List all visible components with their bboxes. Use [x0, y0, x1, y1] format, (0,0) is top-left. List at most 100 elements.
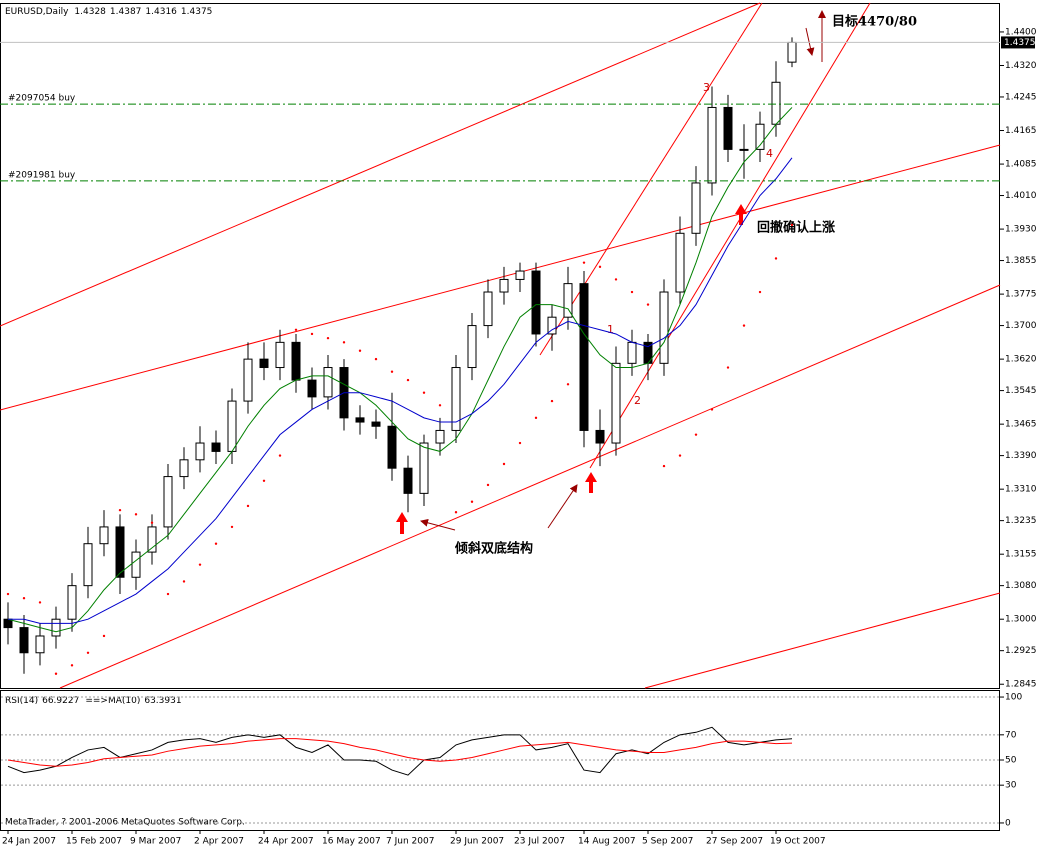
signal-arrows	[396, 204, 747, 534]
candle-body	[227, 400, 237, 452]
sar-dot	[102, 634, 106, 638]
symbol: EURUSD,Daily	[5, 7, 69, 17]
sar-dot	[6, 592, 10, 596]
candle-body	[723, 106, 733, 150]
candle-body	[435, 429, 445, 444]
sar-dot	[326, 336, 330, 340]
y-tick-label: 1.3545	[1005, 386, 1037, 396]
sar-dot	[406, 378, 410, 382]
x-tick-label: 2 Apr 2007	[194, 837, 244, 847]
sar-dot	[262, 479, 266, 482]
price-box	[1001, 36, 1035, 49]
candle-body	[387, 425, 397, 469]
candle-body	[659, 291, 669, 364]
order-label: #2091981 buy	[8, 170, 76, 180]
sar-dot	[86, 651, 90, 654]
candle-body	[787, 41, 797, 63]
y-tick-label: 1.4400	[1005, 27, 1037, 37]
candle-body	[83, 543, 93, 587]
sar-dot	[182, 580, 186, 583]
sar-dot	[358, 349, 362, 352]
wave-label: 4	[766, 147, 773, 160]
ohlc-high: 1.4387	[110, 7, 142, 17]
candle-body	[179, 459, 189, 478]
x-tick-label: 19 Oct 2007	[770, 837, 826, 847]
sar-dot	[486, 483, 490, 487]
y-tick-label: 1.3155	[1005, 550, 1037, 560]
candle-body	[403, 467, 413, 494]
x-tick-label: 14 Aug 2007	[578, 837, 636, 847]
rsi-header: RSI(14) 66.9227 ==>MA(10) 63.3931	[5, 696, 182, 706]
y-tick-label: 1.3775	[1005, 290, 1037, 300]
candle-body	[243, 358, 253, 402]
candle-body	[19, 627, 29, 654]
sar-dot	[294, 328, 298, 331]
candle-body	[691, 182, 701, 234]
x-tick-label: 29 Jun 2007	[450, 837, 504, 847]
y-tick-label: 100	[1005, 693, 1022, 703]
candle-body	[499, 278, 509, 293]
candle-body	[3, 618, 13, 629]
y-tick-label: 1.3310	[1005, 485, 1037, 495]
sar-dot	[790, 223, 794, 227]
x-tick-label: 15 Feb 2007	[66, 837, 122, 847]
candle-body	[355, 417, 365, 423]
sar-dot	[678, 454, 682, 457]
sar-dot	[438, 404, 442, 407]
candle-body	[259, 358, 269, 369]
ohlc-low: 1.4316	[145, 7, 177, 17]
candle-body	[579, 283, 589, 431]
sar-dot	[598, 265, 602, 269]
sar-dot	[502, 462, 506, 466]
candle-body	[627, 341, 637, 364]
y-tick-label: 1.3465	[1005, 420, 1037, 430]
sar-dot	[662, 464, 666, 468]
annotation: 目标4470/80	[832, 14, 917, 30]
y-tick-label: 1.4085	[1005, 160, 1037, 170]
candle-body	[563, 283, 573, 318]
candle-body	[211, 442, 221, 452]
sar-dot	[726, 366, 730, 369]
indicator-line	[7, 726, 793, 776]
y-tick-label: 1.3620	[1005, 355, 1037, 365]
order-label: #2097054 buy	[8, 94, 76, 104]
candle-body	[195, 442, 205, 461]
ohlc-open: 1.4328	[74, 7, 106, 17]
candle-body	[275, 341, 285, 369]
y-tick-label: 1.3930	[1005, 225, 1037, 235]
chart-header: EURUSD,Daily 1.4328 1.4387 1.4316 1.4375	[5, 7, 212, 17]
y-tick-label: 1.2925	[1005, 646, 1037, 656]
sar-dot	[422, 391, 426, 394]
rsi-title: RSI(14)	[5, 696, 38, 706]
y-tick-label: 1.3855	[1005, 256, 1037, 266]
candle-body	[323, 367, 333, 398]
x-tick-label: 7 Jun 2007	[386, 837, 434, 847]
ohlc-close: 1.4375	[181, 7, 213, 17]
candle-body	[755, 123, 765, 150]
y-tick-label: 1.2845	[1005, 680, 1037, 690]
sar-dot	[166, 592, 170, 596]
indicator-line	[8, 157, 793, 624]
y-tick-label: 50	[1005, 756, 1017, 766]
candle-body	[163, 476, 173, 528]
x-tick-label: 16 May 2007	[322, 837, 381, 847]
sar-dot	[134, 513, 138, 516]
y-tick-label: 1.4320	[1005, 61, 1037, 71]
x-tick-label: 23 Jul 2007	[514, 837, 565, 847]
sar-dot	[390, 370, 394, 373]
sar-dot	[214, 542, 218, 545]
sar-dot	[774, 257, 778, 260]
candle-body	[771, 81, 781, 125]
candle-body	[371, 421, 381, 427]
y-tick-label: 1.3235	[1005, 516, 1037, 526]
candle-body	[547, 316, 557, 335]
candle-body	[51, 618, 61, 637]
y-tick-label: 70	[1005, 730, 1017, 740]
candle-body	[515, 270, 525, 280]
sar-dot	[310, 332, 314, 336]
candle-body	[419, 442, 429, 494]
sar-dot	[198, 563, 202, 566]
sar-dot	[230, 525, 234, 529]
y-tick-label: 1.3700	[1005, 321, 1037, 331]
